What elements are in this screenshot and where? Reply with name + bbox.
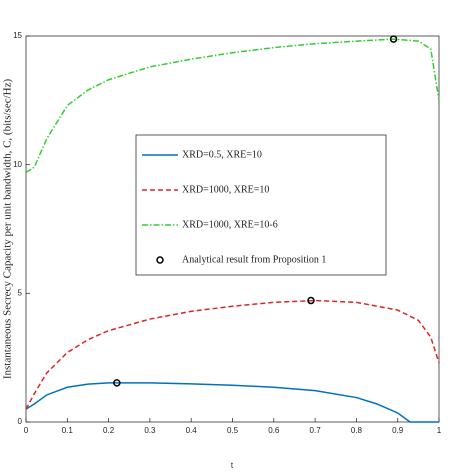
y-tick-label: 10 [13,160,22,169]
legend-marker [156,256,164,264]
x-tick-label: 0.5 [227,426,239,435]
legend-label: Analytical result from Proposition 1 [182,254,326,265]
y-tick-label: 5 [18,288,23,297]
y-tick-label: 0 [18,417,23,426]
x-tick-label: 0.8 [351,426,363,435]
series-line [25,382,439,423]
series-line [25,38,440,174]
legend-label: XRD=1000, XRE=10 [182,184,269,195]
legend-label: XRD=0.5, XRE=10 [182,149,262,160]
series-line [25,299,440,410]
x-tick-label: 0.3 [144,426,156,435]
x-tick-label: 0 [24,426,29,435]
legend-box [135,134,387,276]
legend-label: XRD=1000, XRE=10-6 [182,219,278,230]
x-tick-label: 0.9 [392,426,404,435]
analytical-marker [113,379,121,387]
analytical-marker [307,296,315,305]
y-tick-label: 15 [13,31,22,40]
x-tick-label: 1 [437,426,442,435]
y-axis-label: Instantaneous Secrecy Capacity per unit … [2,79,14,380]
x-tick-label: 0.4 [186,426,198,435]
x-tick-label: 0.6 [268,426,280,435]
analytical-marker [389,35,398,43]
x-axis-label: t [231,461,234,470]
x-tick-label: 0.1 [62,426,74,435]
x-tick-label: 0.7 [310,426,322,435]
x-tick-label: 0.2 [103,426,115,435]
